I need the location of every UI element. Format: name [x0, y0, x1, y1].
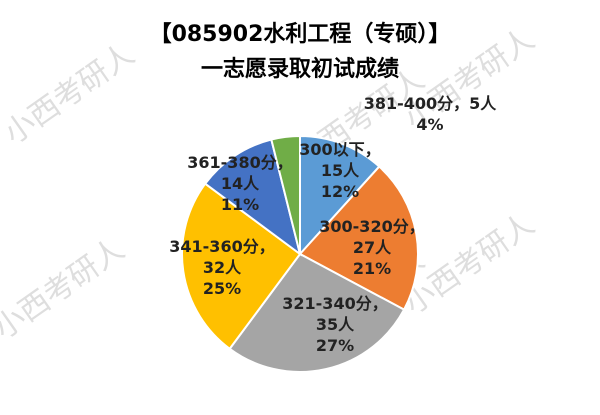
pie-slice — [181, 182, 302, 351]
label-percent: 11% — [221, 195, 259, 214]
data-label: 300-320分， 27人 21% — [319, 217, 424, 278]
data-labels: 300以下， 15人 12%300-320分， 27人 21%321-340分， 35人 2… — [169, 94, 497, 355]
pie-slice — [298, 165, 419, 311]
data-label: 341-360分， 32人 25% — [169, 237, 274, 298]
label-value: 15人 — [321, 161, 360, 180]
label-separator: ， — [277, 153, 293, 172]
label-value: 5人 — [469, 94, 497, 113]
label-value: 32人 — [203, 258, 242, 277]
data-label: 300以下， 15人 12% — [299, 140, 380, 201]
pie — [181, 134, 419, 373]
label-percent: 12% — [321, 182, 359, 201]
label-category: 361-380分 — [187, 153, 276, 172]
label-category: 341-360分 — [169, 237, 258, 256]
data-label: 321-340分， 35人 27% — [282, 294, 387, 355]
label-category: 321-340分 — [282, 294, 371, 313]
chart-title: 【085902水利工程（专硕）】 — [150, 21, 451, 47]
label-percent: 25% — [203, 279, 241, 298]
data-label: 361-380分， 14人 11% — [187, 153, 292, 214]
label-separator: ， — [453, 94, 469, 113]
label-category: 381-400分 — [364, 94, 453, 113]
label-separator: ， — [409, 217, 425, 236]
pie-slice — [228, 252, 406, 373]
label-category: 300以下 — [299, 140, 364, 159]
label-percent: 4% — [416, 115, 443, 134]
label-percent: 21% — [353, 259, 391, 278]
label-separator: ， — [372, 294, 388, 313]
label-separator: ， — [365, 140, 381, 159]
label-separator: ， — [259, 237, 275, 256]
label-value: 27人 — [353, 238, 392, 257]
pie-slice — [203, 138, 302, 257]
label-percent: 27% — [316, 336, 354, 355]
label-value: 35人 — [316, 315, 355, 334]
pie-slice — [270, 134, 301, 255]
chart-title: 一志愿录取初试成绩 — [201, 56, 399, 82]
label-value: 14人 — [221, 174, 260, 193]
data-label: 381-400分，5人 4% — [364, 94, 498, 134]
label-category: 300-320分 — [319, 217, 408, 236]
pie-slice — [299, 134, 381, 257]
